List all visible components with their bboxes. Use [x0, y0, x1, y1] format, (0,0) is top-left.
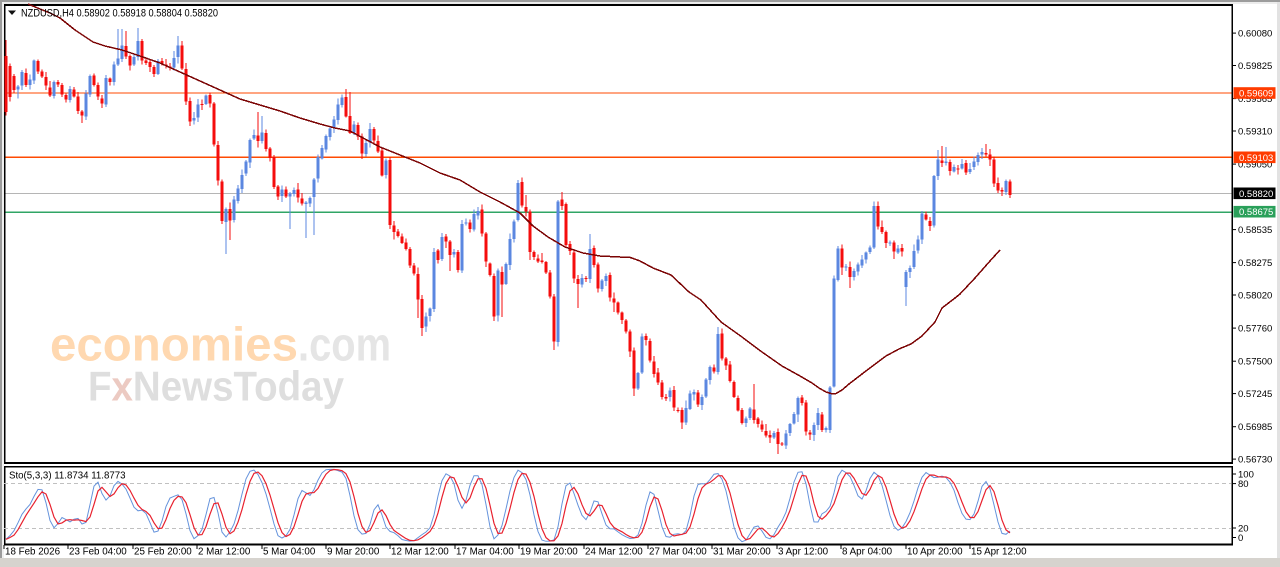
svg-text:23 Feb 04:00: 23 Feb 04:00: [69, 547, 127, 558]
svg-text:19 Mar 20:00: 19 Mar 20:00: [520, 547, 578, 558]
svg-text:17 Mar 04:00: 17 Mar 04:00: [456, 547, 514, 558]
svg-text:0.56985: 0.56985: [1238, 422, 1272, 433]
svg-text:0.60080: 0.60080: [1238, 29, 1272, 40]
svg-text:FxNewsToday: FxNewsToday: [88, 363, 345, 410]
svg-text:.com: .com: [298, 318, 391, 371]
svg-text:NZDUSD,H4 0.58902 0.58918 0.5: NZDUSD,H4 0.58902 0.58918 0.58804 0.5882…: [21, 8, 218, 20]
svg-text:8 Apr 04:00: 8 Apr 04:00: [842, 547, 893, 558]
svg-text:9 Mar 20:00: 9 Mar 20:00: [327, 547, 380, 558]
svg-text:0.59825: 0.59825: [1238, 61, 1272, 72]
svg-text:0.59565: 0.59565: [1238, 94, 1272, 105]
svg-text:0.59609: 0.59609: [1239, 89, 1273, 100]
svg-text:0: 0: [1238, 533, 1243, 544]
svg-text:80: 80: [1238, 479, 1249, 490]
svg-text:15 Apr 12:00: 15 Apr 12:00: [971, 547, 1027, 558]
svg-text:0.58020: 0.58020: [1238, 291, 1272, 302]
svg-text:24 Mar 12:00: 24 Mar 12:00: [585, 547, 643, 558]
svg-text:0.58275: 0.58275: [1238, 258, 1272, 269]
svg-text:0.58535: 0.58535: [1238, 225, 1272, 236]
svg-text:18 Feb 2026: 18 Feb 2026: [5, 547, 61, 558]
svg-text:0.58675: 0.58675: [1239, 207, 1273, 218]
svg-text:Sto(5,3,3) 11.8734 11.8773: Sto(5,3,3) 11.8734 11.8773: [9, 471, 126, 482]
svg-text:0.57500: 0.57500: [1238, 357, 1272, 368]
svg-text:0.59310: 0.59310: [1238, 127, 1272, 138]
svg-text:27 Mar 04:00: 27 Mar 04:00: [649, 547, 707, 558]
svg-text:0.59103: 0.59103: [1239, 153, 1273, 164]
svg-text:0.57760: 0.57760: [1238, 324, 1272, 335]
svg-text:25 Feb 20:00: 25 Feb 20:00: [134, 547, 192, 558]
svg-text:100: 100: [1238, 470, 1254, 481]
svg-text:20: 20: [1238, 524, 1249, 535]
svg-text:12 Mar 12:00: 12 Mar 12:00: [391, 547, 449, 558]
svg-text:0.59050: 0.59050: [1238, 160, 1272, 171]
svg-text:31 Mar 20:00: 31 Mar 20:00: [713, 547, 771, 558]
svg-text:5 Mar 04:00: 5 Mar 04:00: [263, 547, 316, 558]
svg-text:0.57245: 0.57245: [1238, 389, 1272, 400]
svg-text:2 Mar 12:00: 2 Mar 12:00: [198, 547, 251, 558]
svg-text:economies: economies: [50, 318, 298, 371]
svg-text:3 Apr 12:00: 3 Apr 12:00: [778, 547, 829, 558]
svg-text:0.58820: 0.58820: [1239, 189, 1273, 200]
svg-text:10 Apr 20:00: 10 Apr 20:00: [907, 547, 963, 558]
svg-text:0.56730: 0.56730: [1238, 455, 1272, 466]
